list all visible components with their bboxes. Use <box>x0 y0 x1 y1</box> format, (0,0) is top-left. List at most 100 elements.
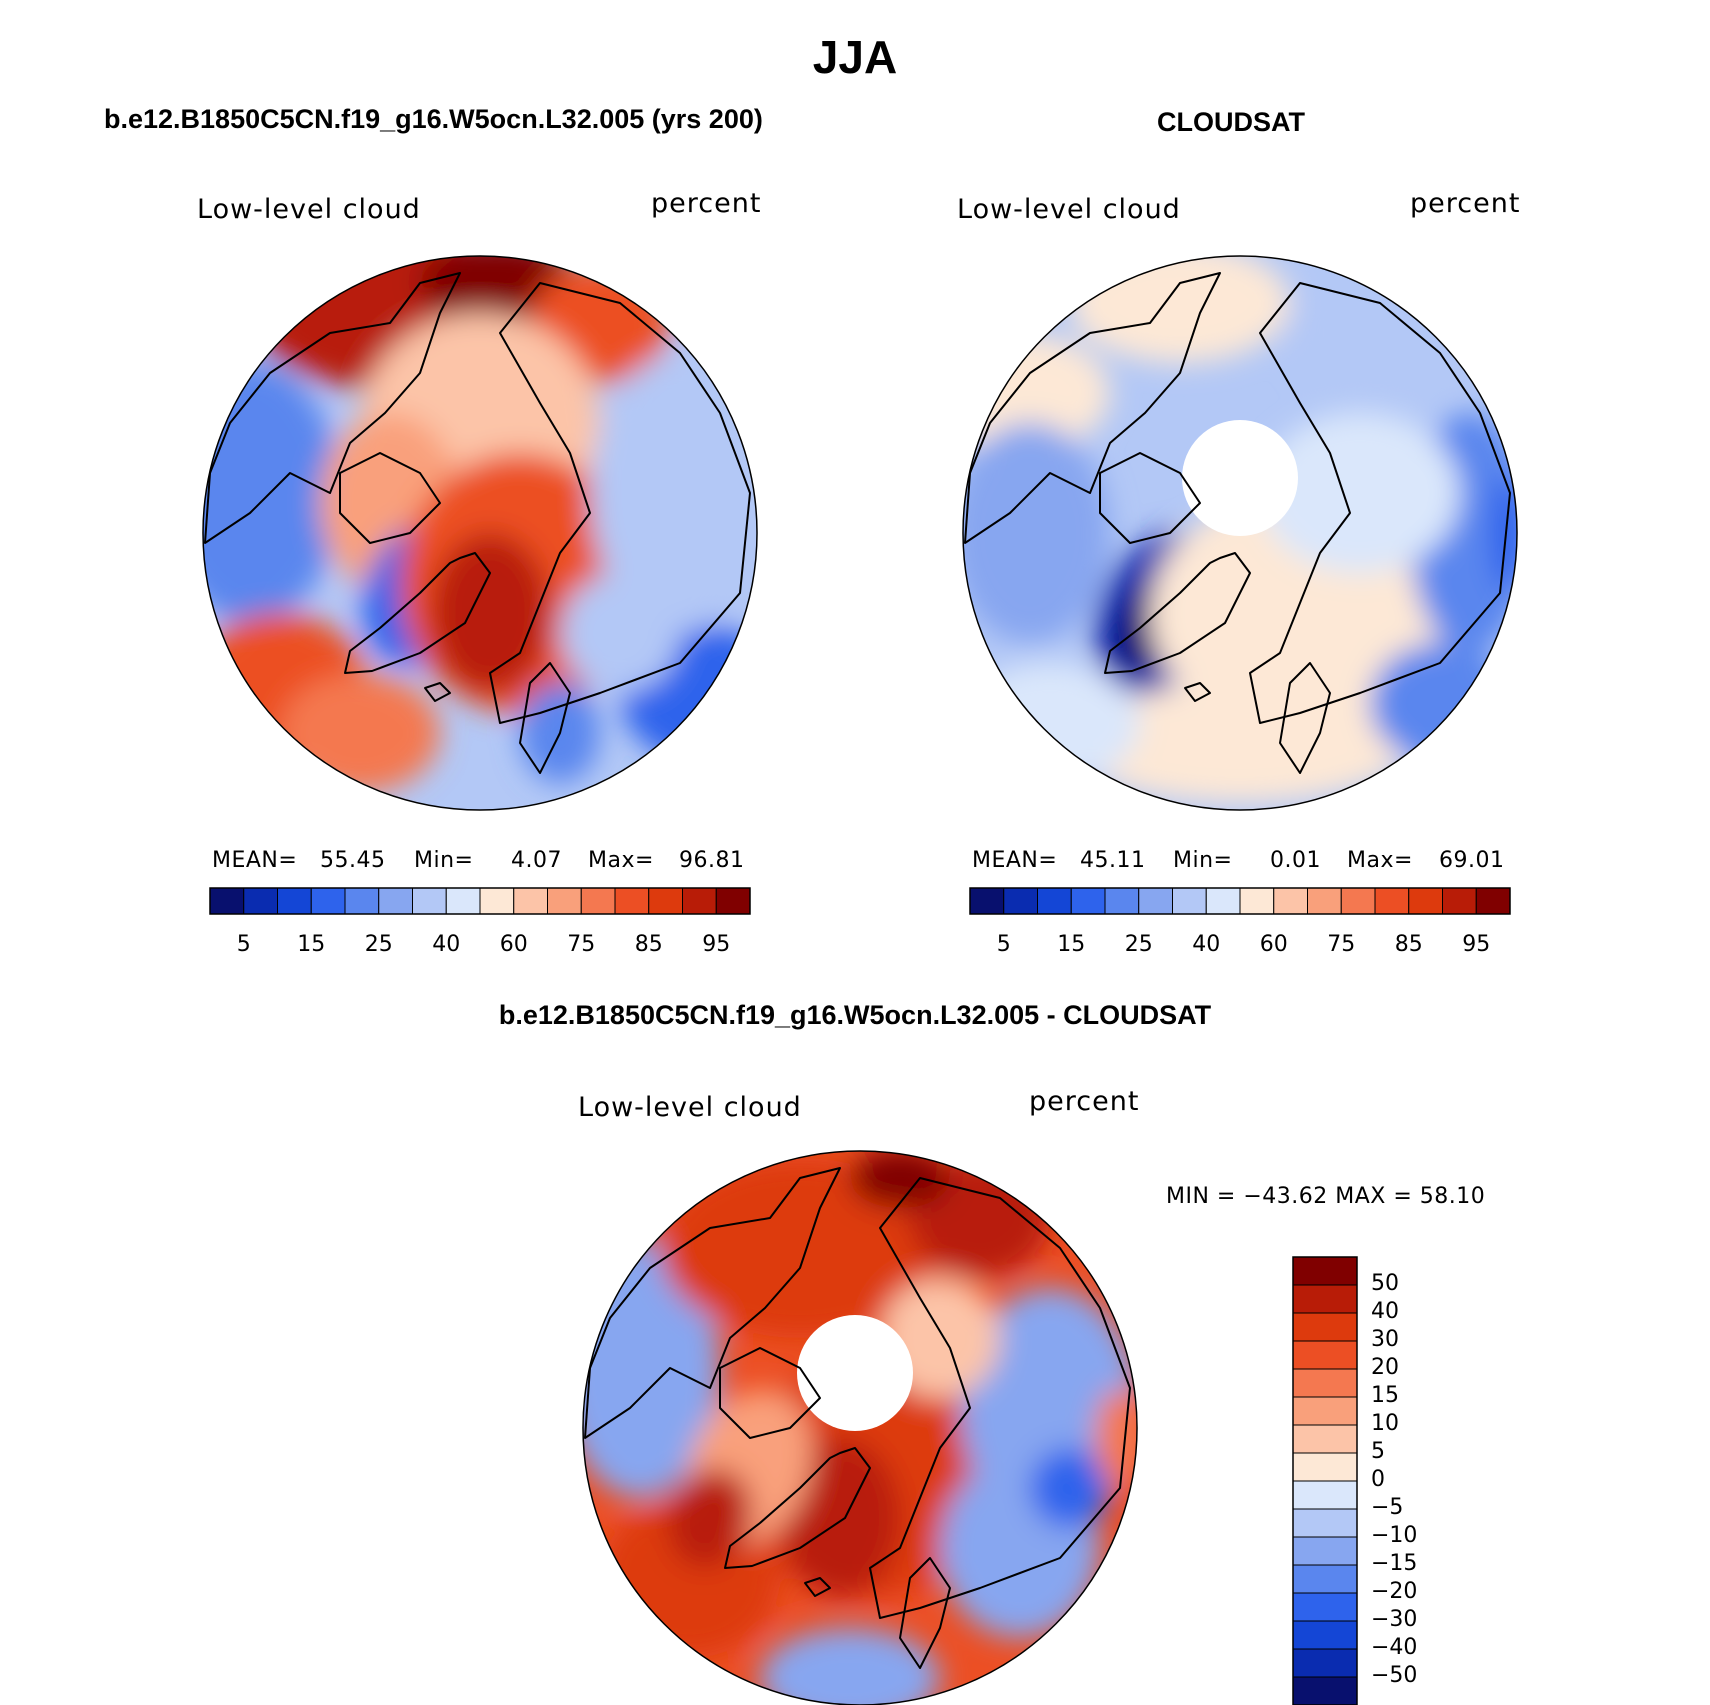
colorbar-tick-label: 15 <box>1371 1383 1399 1408</box>
diff-right-string: percent <box>1029 1086 1140 1117</box>
colorbar-tick-label: 95 <box>1462 932 1491 957</box>
colorbar-tick-label: 15 <box>1057 932 1086 957</box>
colorbar-box <box>1292 1480 1358 1510</box>
colorbar-box <box>1273 887 1308 915</box>
cloud-region <box>668 1469 752 1567</box>
colorbar-box <box>1172 887 1207 915</box>
colorbar-tick-label: −30 <box>1371 1607 1418 1632</box>
colorbar-box <box>277 887 312 915</box>
coastline <box>719 1347 821 1439</box>
cloud-region <box>1290 263 1470 403</box>
colorbar-box <box>1292 1676 1358 1705</box>
diff-polar-map <box>582 1150 1138 1705</box>
missing-data-hole <box>1182 420 1298 536</box>
colorbar-tick-label: 10 <box>1371 1411 1399 1436</box>
cloud-region <box>850 1151 950 1208</box>
colorbar-box <box>243 887 278 915</box>
colorbar-box <box>1292 1312 1358 1342</box>
diff-minmax: MIN = −43.62 MAX = 58.10 <box>1166 1184 1486 1209</box>
colorbar-tick-label: −10 <box>1371 1523 1418 1548</box>
colorbar-box <box>1292 1564 1358 1594</box>
colorbar-tick-label: 20 <box>1371 1355 1399 1380</box>
model-panel-title: b.e12.B1850C5CN.f19_g16.W5ocn.L32.005 (y… <box>104 104 763 134</box>
colorbar-box <box>1037 887 1072 915</box>
cloud-region <box>430 533 550 693</box>
colorbar-tick-label: 85 <box>634 932 663 957</box>
diff-left-string: Low-level cloud <box>578 1092 802 1123</box>
coastline <box>339 452 441 544</box>
missing-data-hole <box>797 1315 913 1431</box>
colorbar-tick-label: 15 <box>297 932 326 957</box>
obs-right-string: percent <box>1410 188 1521 219</box>
colorbar-tick-label: 5 <box>1371 1439 1385 1464</box>
obs-min-label: Min= <box>1173 848 1233 873</box>
colorbar-tick-label: 85 <box>1394 932 1423 957</box>
coastline <box>1104 552 1251 674</box>
colorbar-tick-label: 75 <box>567 932 596 957</box>
colorbar-box <box>1307 887 1342 915</box>
coastline <box>1279 662 1331 774</box>
model-mean-value: 55.45 <box>320 848 386 873</box>
model-min-value: 4.07 <box>511 848 562 873</box>
colorbar-box <box>378 887 413 915</box>
obs-max-label: Max= <box>1347 848 1413 873</box>
obs-left-string: Low-level cloud <box>957 194 1181 225</box>
cloud-region <box>280 673 440 793</box>
colorbar-tick-label: −40 <box>1371 1635 1418 1660</box>
colorbar-tick-label: 5 <box>996 932 1011 957</box>
colorbar-box <box>1292 1284 1358 1314</box>
coastline <box>869 1177 1131 1619</box>
coastline <box>899 1557 951 1669</box>
coastline <box>489 282 751 724</box>
colorbar-box <box>344 887 380 915</box>
obs-max-value: 69.01 <box>1439 848 1505 873</box>
colorbar-tick-label: 95 <box>702 932 731 957</box>
figure-title: JJA <box>812 31 898 83</box>
colorbar-box <box>1408 887 1443 915</box>
colorbar-box <box>1292 1620 1358 1650</box>
colorbar-box <box>1292 1396 1358 1426</box>
colorbar-box <box>1104 887 1140 915</box>
colorbar-tick-label: 25 <box>364 932 393 957</box>
colorbar-box <box>1292 1536 1358 1566</box>
colorbar-box <box>547 887 582 915</box>
colorbar-box <box>614 887 650 915</box>
obs-mean-label: MEAN= <box>972 848 1058 873</box>
colorbar-box <box>1292 1424 1358 1454</box>
colorbar-box <box>1292 1452 1358 1482</box>
colorbar-tick-label: 30 <box>1371 1327 1399 1352</box>
cloud-region <box>963 663 1140 783</box>
diff-panel-title: b.e12.B1850C5CN.f19_g16.W5ocn.L32.005 - … <box>498 1000 1212 1030</box>
cloud-region <box>1370 643 1510 763</box>
cloud-region <box>1070 256 1290 363</box>
cloud-region <box>590 353 757 633</box>
cloud-region <box>1260 413 1460 573</box>
colorbar-box <box>682 887 717 915</box>
coastline <box>724 1447 871 1569</box>
obs-colorbar <box>969 887 1511 915</box>
colorbar-box <box>1205 887 1241 915</box>
coastline <box>1249 282 1511 724</box>
coastline <box>804 1577 831 1597</box>
colorbar-tick-label: 40 <box>432 932 461 957</box>
colorbar-tick-label: 40 <box>1192 932 1221 957</box>
cloud-region <box>1030 1448 1110 1528</box>
model-right-string: percent <box>651 188 762 219</box>
colorbar-box <box>1374 887 1410 915</box>
colorbar-box <box>715 887 751 915</box>
obs-min-value: 0.01 <box>1270 848 1321 873</box>
colorbar-box <box>1292 1592 1358 1622</box>
map-border <box>582 1150 1138 1705</box>
colorbar-box <box>1070 887 1106 915</box>
colorbar-box <box>1239 887 1275 915</box>
cloud-region <box>203 363 340 623</box>
colorbar-box <box>1292 1508 1358 1538</box>
model-left-string: Low-level cloud <box>197 194 421 225</box>
model-mean-label: MEAN= <box>212 848 298 873</box>
colorbar-box <box>1292 1256 1358 1286</box>
model-max-value: 96.81 <box>679 848 745 873</box>
coastline <box>204 272 461 544</box>
colorbar-box <box>209 887 245 915</box>
colorbar-box <box>969 887 1005 915</box>
